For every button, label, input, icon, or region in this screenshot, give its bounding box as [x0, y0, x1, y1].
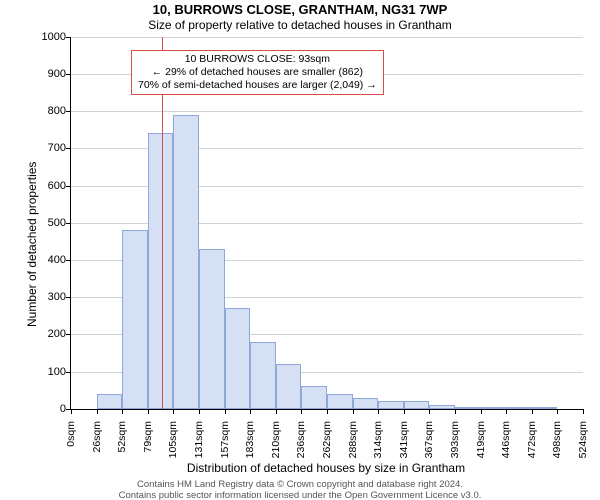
histogram-bar [327, 394, 353, 409]
x-tick-label: 79sqm [142, 421, 154, 453]
y-tick-label: 200 [26, 328, 66, 340]
x-tick-mark [404, 409, 405, 414]
y-tick-mark [66, 260, 71, 261]
histogram-bar [481, 407, 507, 409]
y-tick-label: 900 [26, 68, 66, 80]
x-tick-label: 524sqm [577, 421, 589, 458]
x-tick-mark [122, 409, 123, 414]
x-tick-mark [276, 409, 277, 414]
x-tick-label: 288sqm [347, 421, 359, 458]
y-tick-mark [66, 334, 71, 335]
y-tick-mark [66, 223, 71, 224]
x-tick-mark [173, 409, 174, 414]
x-tick-label: 393sqm [449, 421, 461, 458]
y-tick-mark [66, 372, 71, 373]
x-tick-label: 131sqm [193, 421, 205, 458]
histogram-bar [122, 230, 148, 409]
x-tick-label: 341sqm [398, 421, 410, 458]
y-tick-mark [66, 74, 71, 75]
histogram-bar [404, 401, 430, 408]
histogram-bar [97, 394, 123, 409]
x-tick-mark [301, 409, 302, 414]
x-tick-mark [71, 409, 72, 414]
x-tick-label: 446sqm [500, 421, 512, 458]
histogram-bar [378, 401, 404, 408]
histogram-bar [148, 133, 174, 408]
x-tick-mark [148, 409, 149, 414]
footer-line-1: Contains HM Land Registry data © Crown c… [0, 479, 600, 490]
y-tick-label: 800 [26, 105, 66, 117]
x-tick-label: 26sqm [91, 421, 103, 453]
x-tick-mark [506, 409, 507, 414]
x-tick-mark [583, 409, 584, 414]
x-tick-label: 0sqm [65, 421, 77, 447]
histogram-bar [301, 386, 327, 408]
histogram-bar [225, 308, 251, 408]
x-tick-label: 472sqm [526, 421, 538, 458]
annotation-box: 10 BURROWS CLOSE: 93sqm← 29% of detached… [131, 50, 384, 95]
x-tick-mark [97, 409, 98, 414]
plot-area: 0sqm26sqm52sqm79sqm105sqm131sqm157sqm183… [70, 37, 583, 410]
y-tick-label: 600 [26, 180, 66, 192]
histogram-bar [429, 405, 455, 409]
x-tick-mark [557, 409, 558, 414]
y-tick-mark [66, 148, 71, 149]
histogram-bar [353, 398, 379, 409]
x-tick-label: 498sqm [551, 421, 563, 458]
x-tick-label: 52sqm [116, 421, 128, 453]
x-tick-label: 157sqm [219, 421, 231, 458]
annotation-line: 10 BURROWS CLOSE: 93sqm [138, 53, 377, 66]
x-tick-mark [532, 409, 533, 414]
x-tick-label: 367sqm [423, 421, 435, 458]
y-tick-label: 500 [26, 217, 66, 229]
y-tick-mark [66, 186, 71, 187]
x-tick-mark [327, 409, 328, 414]
gridline [71, 111, 583, 112]
x-tick-label: 314sqm [372, 421, 384, 458]
x-tick-label: 210sqm [270, 421, 282, 458]
x-axis-label: Distribution of detached houses by size … [70, 461, 582, 475]
histogram-bar [276, 364, 302, 409]
x-tick-mark [429, 409, 430, 414]
y-tick-mark [66, 111, 71, 112]
histogram-chart: Number of detached properties 0sqm26sqm5… [70, 37, 582, 409]
y-tick-mark [66, 297, 71, 298]
x-tick-label: 105sqm [167, 421, 179, 458]
x-tick-label: 183sqm [244, 421, 256, 458]
x-tick-mark [481, 409, 482, 414]
histogram-bar [532, 407, 558, 409]
y-tick-label: 100 [26, 366, 66, 378]
x-tick-label: 236sqm [295, 421, 307, 458]
page-title: 10, BURROWS CLOSE, GRANTHAM, NG31 7WP [0, 3, 600, 18]
x-tick-mark [199, 409, 200, 414]
y-tick-mark [66, 37, 71, 38]
x-tick-mark [455, 409, 456, 414]
histogram-bar [506, 407, 532, 409]
histogram-bar [173, 115, 199, 409]
x-tick-label: 419sqm [475, 421, 487, 458]
histogram-bar [199, 249, 225, 409]
x-tick-mark [353, 409, 354, 414]
x-tick-mark [378, 409, 379, 414]
gridline [71, 37, 583, 38]
y-tick-label: 400 [26, 254, 66, 266]
y-tick-label: 1000 [26, 31, 66, 43]
y-tick-label: 0 [26, 403, 66, 415]
annotation-line: ← 29% of detached houses are smaller (86… [138, 66, 377, 79]
x-tick-mark [250, 409, 251, 414]
annotation-line: 70% of semi-detached houses are larger (… [138, 79, 377, 92]
histogram-bar [250, 342, 276, 409]
footer-line-2: Contains public sector information licen… [0, 490, 600, 500]
histogram-bar [455, 407, 481, 409]
x-tick-mark [225, 409, 226, 414]
y-tick-label: 700 [26, 142, 66, 154]
y-tick-label: 300 [26, 291, 66, 303]
x-tick-label: 262sqm [321, 421, 333, 458]
page-subtitle: Size of property relative to detached ho… [0, 19, 600, 33]
